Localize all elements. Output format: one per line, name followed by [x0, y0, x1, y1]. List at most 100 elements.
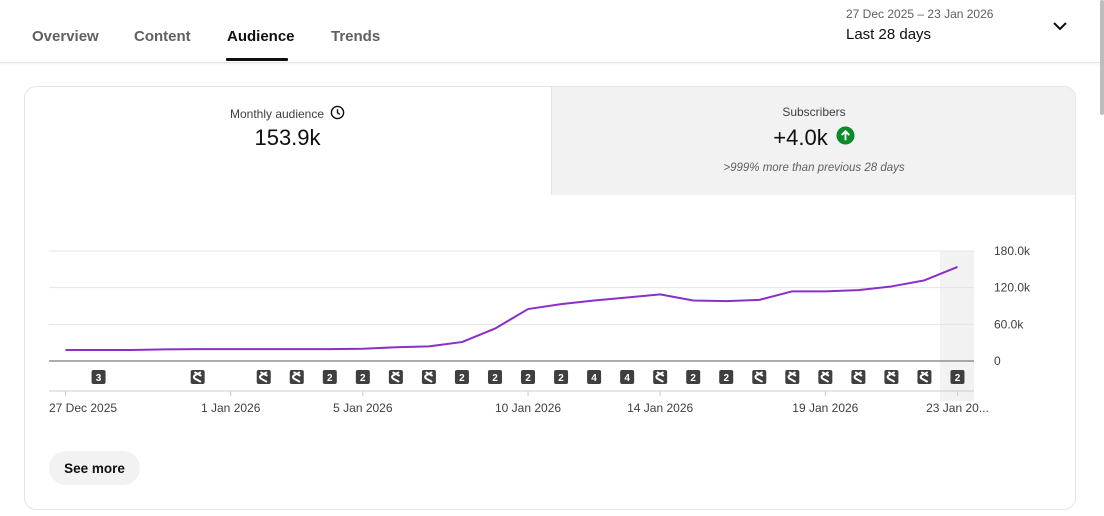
tab-overview[interactable]: Overview — [32, 28, 99, 45]
upload-count-badge: 2 — [719, 370, 734, 384]
x-tick-label: 27 Dec 2025 — [49, 401, 117, 415]
audience-chart: 0 60.0k 120.0k 180.0k 27 Dec 2025 1 Jan 2026 5… — [49, 244, 1031, 415]
period-label[interactable]: Last 28 days — [846, 26, 932, 43]
shorts-icon — [190, 370, 205, 384]
shorts-glyph — [886, 371, 896, 383]
shorts-icon — [421, 370, 436, 384]
shorts-play — [890, 375, 893, 379]
series-line — [65, 265, 958, 351]
subscribers-label: Subscribers — [782, 105, 846, 119]
shorts-icon — [653, 370, 668, 384]
badge-count: 4 — [624, 373, 630, 384]
badge-background — [322, 370, 337, 384]
upload-count-badge: 2 — [521, 370, 536, 384]
monthly-audience-metric[interactable]: Monthly audience 153.9k — [25, 87, 550, 195]
x-tick-label: 1 Jan 2026 — [201, 401, 261, 415]
badge-background — [587, 370, 602, 384]
top-nav: Overview Content Audience Trends 27 Dec … — [0, 0, 1104, 63]
chevron-down-icon[interactable] — [1048, 14, 1072, 38]
y-tick-label: 120.0k — [994, 281, 1031, 295]
y-tick-label: 60.0k — [994, 317, 1024, 331]
badge-background — [487, 370, 502, 384]
subscribers-metric[interactable]: Subscribers +4.0k >999% more than previo… — [551, 87, 1075, 195]
badge-count: 2 — [955, 373, 961, 384]
upload-count-badge: 3 — [91, 370, 106, 384]
shorts-glyph — [655, 371, 665, 383]
badge-count: 2 — [459, 373, 465, 384]
subscribers-change: >999% more than previous 28 days — [723, 162, 905, 174]
shorts-glyph — [754, 371, 764, 383]
badge-count: 2 — [723, 373, 729, 384]
shorts-icon — [388, 370, 403, 384]
badge-background — [454, 370, 469, 384]
badge-count: 3 — [96, 373, 102, 384]
badge-background — [620, 370, 635, 384]
shorts-icon — [785, 370, 800, 384]
upload-count-badge: 2 — [322, 370, 337, 384]
shorts-glyph — [292, 371, 301, 383]
shorts-icon — [752, 370, 767, 384]
shorts-glyph — [424, 371, 433, 383]
monthly-audience-value: 153.9k — [254, 125, 321, 150]
x-tick-label: 23 Jan 20... — [926, 401, 989, 415]
shorts-glyph — [919, 371, 929, 383]
shorts-icon — [818, 370, 833, 384]
shorts-icon — [256, 370, 271, 384]
y-tick-label: 0 — [994, 354, 1001, 368]
arrow-up-circle-icon — [836, 125, 855, 151]
x-tick-label: 14 Jan 2026 — [627, 401, 693, 415]
monthly-audience-label: Monthly audience — [229, 107, 325, 121]
date-range: 27 Dec 2025 – 23 Jan 2026 — [846, 7, 994, 21]
badge-background — [554, 370, 569, 384]
see-more-button[interactable]: See more — [49, 451, 140, 485]
badge-background — [355, 370, 370, 384]
upload-count-badge: 2 — [554, 370, 569, 384]
badge-count: 2 — [360, 373, 366, 384]
upload-count-badge: 4 — [587, 370, 602, 384]
tab-content[interactable]: Content — [134, 28, 191, 45]
shorts-icon — [289, 370, 304, 384]
y-tick-label: 180.0k — [994, 244, 1031, 258]
shorts-icon — [917, 370, 932, 384]
shorts-play — [427, 375, 431, 379]
upload-count-badge: 2 — [355, 370, 370, 384]
badge-background — [91, 370, 106, 384]
audience-card: Monthly audience 153.9k Subscribers +4.0… — [24, 86, 1076, 510]
badge-background — [719, 370, 734, 384]
badge-count: 2 — [492, 373, 498, 384]
shorts-play — [295, 375, 299, 379]
tab-trends[interactable]: Trends — [331, 28, 381, 45]
tab-audience[interactable]: Audience — [227, 28, 295, 45]
shorts-play — [857, 375, 860, 379]
shorts-glyph — [787, 371, 797, 383]
shorts-icon — [851, 370, 866, 384]
badge-count: 2 — [525, 373, 531, 384]
badge-count: 2 — [690, 373, 696, 384]
shorts-play — [394, 375, 398, 379]
upload-count-badge: 2 — [686, 370, 701, 384]
active-tab-indicator — [226, 58, 288, 61]
x-tick-label: 10 Jan 2026 — [495, 401, 561, 415]
shorts-glyph — [391, 371, 400, 383]
shorts-play — [196, 375, 199, 379]
x-tick-label: 5 Jan 2026 — [333, 401, 393, 415]
upload-count-badge: 4 — [620, 370, 635, 384]
clock-icon — [330, 105, 345, 123]
upload-count-badge: 2 — [487, 370, 502, 384]
scrollbar[interactable] — [1100, 0, 1104, 115]
shorts-glyph — [820, 371, 830, 383]
badge-background — [521, 370, 536, 384]
upload-count-badge: 2 — [454, 370, 469, 384]
shorts-icon — [884, 370, 899, 384]
badge-count: 2 — [327, 373, 333, 384]
shorts-glyph — [258, 371, 268, 383]
shorts-play — [757, 375, 761, 379]
shorts-glyph — [853, 371, 863, 383]
shorts-play — [923, 375, 926, 379]
upload-count-badge: 2 — [950, 370, 965, 384]
x-tick-label: 19 Jan 2026 — [792, 401, 858, 415]
shorts-play — [262, 375, 266, 379]
badge-count: 4 — [591, 373, 597, 384]
badge-background — [686, 370, 701, 384]
shorts-play — [658, 375, 662, 379]
